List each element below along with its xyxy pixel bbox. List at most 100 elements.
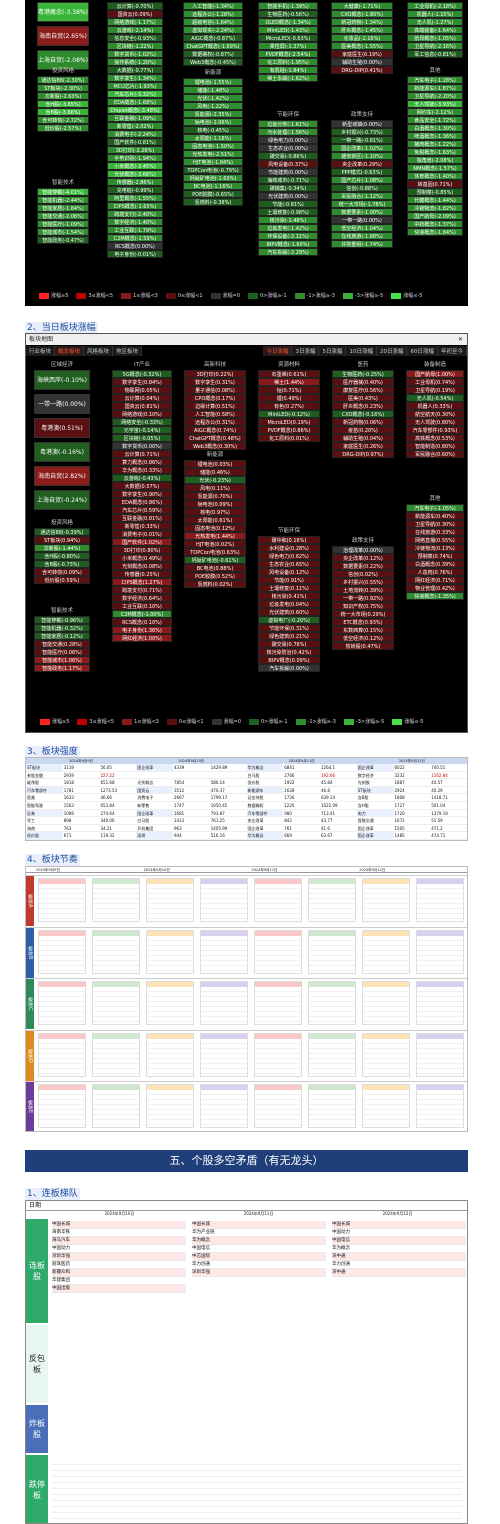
sector-cell[interactable]: 知识产权(0.75%) bbox=[332, 602, 394, 610]
sector-cell[interactable]: 数据确权(-0.87%) bbox=[183, 50, 243, 58]
sector-cell[interactable]: 光伏建筑(0.00%) bbox=[258, 192, 318, 200]
sector-cell[interactable]: 独角兽(-2.08%) bbox=[407, 156, 463, 164]
stock-row[interactable]: 深中通 bbox=[332, 1253, 466, 1261]
sector-cell[interactable]: 光伏概念(-3.66%) bbox=[107, 170, 163, 178]
stock-row[interactable]: 中国出版 bbox=[52, 1285, 186, 1293]
sector-cell[interactable]: 有色(0.27%) bbox=[258, 402, 320, 410]
sector-cell[interactable]: 化工原料(-1.95%) bbox=[258, 58, 318, 66]
sector-cell[interactable]: 操作系统(-1.20%) bbox=[107, 58, 163, 66]
sector-cell[interactable]: 肝炎概念(0.23%) bbox=[332, 402, 394, 410]
sector-cell[interactable]: 风电设备(0.12%) bbox=[258, 568, 320, 576]
sector-cell[interactable]: 储能(-1.48%) bbox=[183, 86, 243, 94]
sector-cell[interactable]: 粤港概念(-3.38%) bbox=[37, 2, 89, 22]
sector-cell[interactable]: 钴(0.71%) bbox=[258, 386, 320, 394]
sector-cell[interactable]: TOPCon电池(-0.79%) bbox=[183, 166, 243, 174]
sector-cell[interactable]: 免税概念(-1.63%) bbox=[407, 148, 463, 156]
sector-cell[interactable]: 网络游戏(-1.17%) bbox=[107, 18, 163, 26]
sector-cell[interactable]: 新冠药物(-1.34%) bbox=[331, 18, 393, 26]
stock-row[interactable]: 深圳华强 bbox=[52, 1253, 186, 1261]
sector-cell[interactable]: ST板块(-2.30%) bbox=[37, 84, 89, 92]
stock-row[interactable]: 中国长城 bbox=[192, 1221, 326, 1229]
stock-row[interactable]: 海南华铁 bbox=[52, 1229, 186, 1237]
sector-cell[interactable]: 冷链物流(-1.82%) bbox=[407, 204, 463, 212]
sector-cell[interactable]: 大数据(0.57%) bbox=[112, 482, 172, 490]
sector-cell[interactable]: 数字孪生(0.84%) bbox=[112, 378, 172, 386]
sector-cell[interactable]: 锂(0.49%) bbox=[258, 394, 320, 402]
sector-cell[interactable]: MCU芯片(-1.93%) bbox=[107, 82, 163, 90]
sector-cell[interactable]: 粤港澳(-0.16%) bbox=[34, 442, 90, 462]
sector-cell[interactable]: 云游戏(-2.14%) bbox=[107, 26, 163, 34]
sector-cell[interactable]: 航空航天(0.30%) bbox=[406, 410, 464, 418]
sector-cell[interactable]: ChatGPT概念(-1.69%) bbox=[183, 42, 243, 50]
sector-cell[interactable]: 啤酒概念(-1.36%) bbox=[407, 132, 463, 140]
sector-cell[interactable]: 含B股(-3.66%) bbox=[37, 108, 89, 116]
sector-cell[interactable]: 绿色电力(0.00%) bbox=[258, 136, 318, 144]
sector-cell[interactable]: 卫星导航(-2.20%) bbox=[407, 92, 463, 100]
sector-cell[interactable]: 环保设备(-2.11%) bbox=[258, 232, 318, 240]
sector-cell[interactable]: 人工智能(-1.34%) bbox=[183, 2, 243, 10]
sector-cell[interactable]: 智能城市(-1.54%) bbox=[37, 228, 89, 236]
stock-row[interactable]: 华力创通 bbox=[332, 1261, 466, 1269]
sector-cell[interactable]: 统一大市场(-1.78%) bbox=[331, 200, 393, 208]
sector-cell[interactable]: 光伏建筑(0.60%) bbox=[258, 608, 320, 616]
sector-cell[interactable]: 信息安全(-0.93%) bbox=[107, 34, 163, 42]
sector-cell[interactable]: CXO概念(-1.80%) bbox=[331, 10, 393, 18]
sector-cell[interactable]: 国产航母(1.00%) bbox=[406, 370, 464, 378]
sector-cell[interactable]: POE胶膜(-0.65%) bbox=[183, 190, 243, 198]
sector-cell[interactable]: 代糖概念(-1.44%) bbox=[407, 196, 463, 204]
sector-cell[interactable]: MicroLED(-0.63%) bbox=[258, 34, 318, 42]
sector-cell[interactable]: 一带一路(0.92%) bbox=[332, 594, 394, 602]
sector-cell[interactable]: 上海自贸(-0.24%) bbox=[34, 490, 90, 510]
sector-cell[interactable]: 治理改革(0.00%) bbox=[332, 546, 394, 554]
sector-cell[interactable]: 新能源车(0.40%) bbox=[406, 512, 464, 520]
sector-cell[interactable]: Chiplet概念(-3.48%) bbox=[107, 106, 163, 114]
sector-cell[interactable]: C2M概念(-1.59%) bbox=[107, 234, 163, 242]
sector-cell[interactable]: 国产软件(-0.81%) bbox=[107, 138, 163, 146]
sector-cell[interactable]: DRG-DIP(0.41%) bbox=[331, 66, 393, 74]
sector-cell[interactable]: 消费电子(0.01%) bbox=[112, 530, 172, 538]
sector-cell[interactable]: 辅助生殖(0.04%) bbox=[332, 434, 394, 442]
sector-cell[interactable]: 信创(0.02%) bbox=[332, 570, 394, 578]
sector-cell[interactable]: 汽车芯片(-3.32%) bbox=[107, 90, 163, 98]
sector-cell[interactable]: 在线旅游(0.33%) bbox=[406, 528, 464, 536]
sector-cell[interactable]: 新零售(-2.02%) bbox=[107, 122, 163, 130]
stock-row[interactable]: 华为概念 bbox=[332, 1245, 466, 1253]
sector-cell[interactable]: 低空经济(0.12%) bbox=[332, 634, 394, 642]
sector-cell[interactable]: 太阳能(-1.18%) bbox=[183, 134, 243, 142]
sector-cell[interactable]: 无人驾驶(0.80%) bbox=[406, 418, 464, 426]
sector-cell[interactable]: 光刻概念(0.08%) bbox=[112, 562, 172, 570]
sector-cell[interactable]: 海南自贸(2.82%) bbox=[34, 466, 90, 486]
sector-cell[interactable]: 智能穿戴(-0.96%) bbox=[34, 616, 90, 624]
sector-cell[interactable]: 中药概念(-1.37%) bbox=[407, 220, 463, 228]
sector-cell[interactable]: 网约车(-2.12%) bbox=[407, 108, 463, 116]
stock-row[interactable]: 丽珠医药 bbox=[52, 1261, 186, 1269]
sector-cell[interactable]: 次新股(-1.44%) bbox=[34, 544, 90, 552]
sector-cell[interactable]: 含B股(-0.73%) bbox=[34, 560, 90, 568]
sector-cell[interactable]: NMN概念(-1.57%) bbox=[407, 164, 463, 172]
sector-cell[interactable]: 土地流转(0.39%) bbox=[332, 586, 394, 594]
sector-cell[interactable]: 央企改革(0.29%) bbox=[331, 160, 393, 168]
sector-cell[interactable]: 医疗器械(0.40%) bbox=[332, 378, 394, 386]
sector-cell[interactable]: 新冠药物(0.06%) bbox=[332, 418, 394, 426]
sector-cell[interactable]: 水利建设(0.28%) bbox=[258, 544, 320, 552]
sector-cell[interactable]: 土壤修复(0.11%) bbox=[258, 584, 320, 592]
sector-cell[interactable]: 柔性屏(-1.37%) bbox=[258, 42, 318, 50]
sector-cell[interactable]: BIPV概念(0.09%) bbox=[258, 656, 320, 664]
tab[interactable]: 行业板块 bbox=[26, 346, 56, 356]
stock-row[interactable]: 中国电信 bbox=[332, 1237, 466, 1245]
sector-cell[interactable]: 含可转债(0.09%) bbox=[34, 568, 90, 576]
sector-cell[interactable]: 智能政务(1.17%) bbox=[34, 664, 90, 672]
sector-cell[interactable]: 人工智能(0.58%) bbox=[184, 410, 246, 418]
sector-cell[interactable]: 东数西算(0.15%) bbox=[332, 626, 394, 634]
sector-cell[interactable]: 新能源车(-1.87%) bbox=[407, 84, 463, 92]
tab[interactable]: 60日涨幅 bbox=[407, 346, 438, 356]
sector-cell[interactable]: DRG-DIP(0.97%) bbox=[332, 450, 394, 458]
sector-cell[interactable]: 疫苗(0.20%) bbox=[332, 426, 394, 434]
sector-cell[interactable]: 乡村振兴(0.55%) bbox=[332, 578, 394, 586]
sector-cell[interactable]: EDA概念(0.86%) bbox=[112, 498, 172, 506]
sector-cell[interactable]: 肝炎概念(-1.45%) bbox=[331, 26, 393, 34]
sector-cell[interactable]: 储能(0.46%) bbox=[184, 468, 246, 476]
sector-cell[interactable]: 智能手机(-1.39%) bbox=[258, 2, 318, 10]
sector-cell[interactable]: 3D打印(0.22%) bbox=[184, 370, 246, 378]
tab[interactable]: 今日涨幅 bbox=[263, 346, 293, 356]
